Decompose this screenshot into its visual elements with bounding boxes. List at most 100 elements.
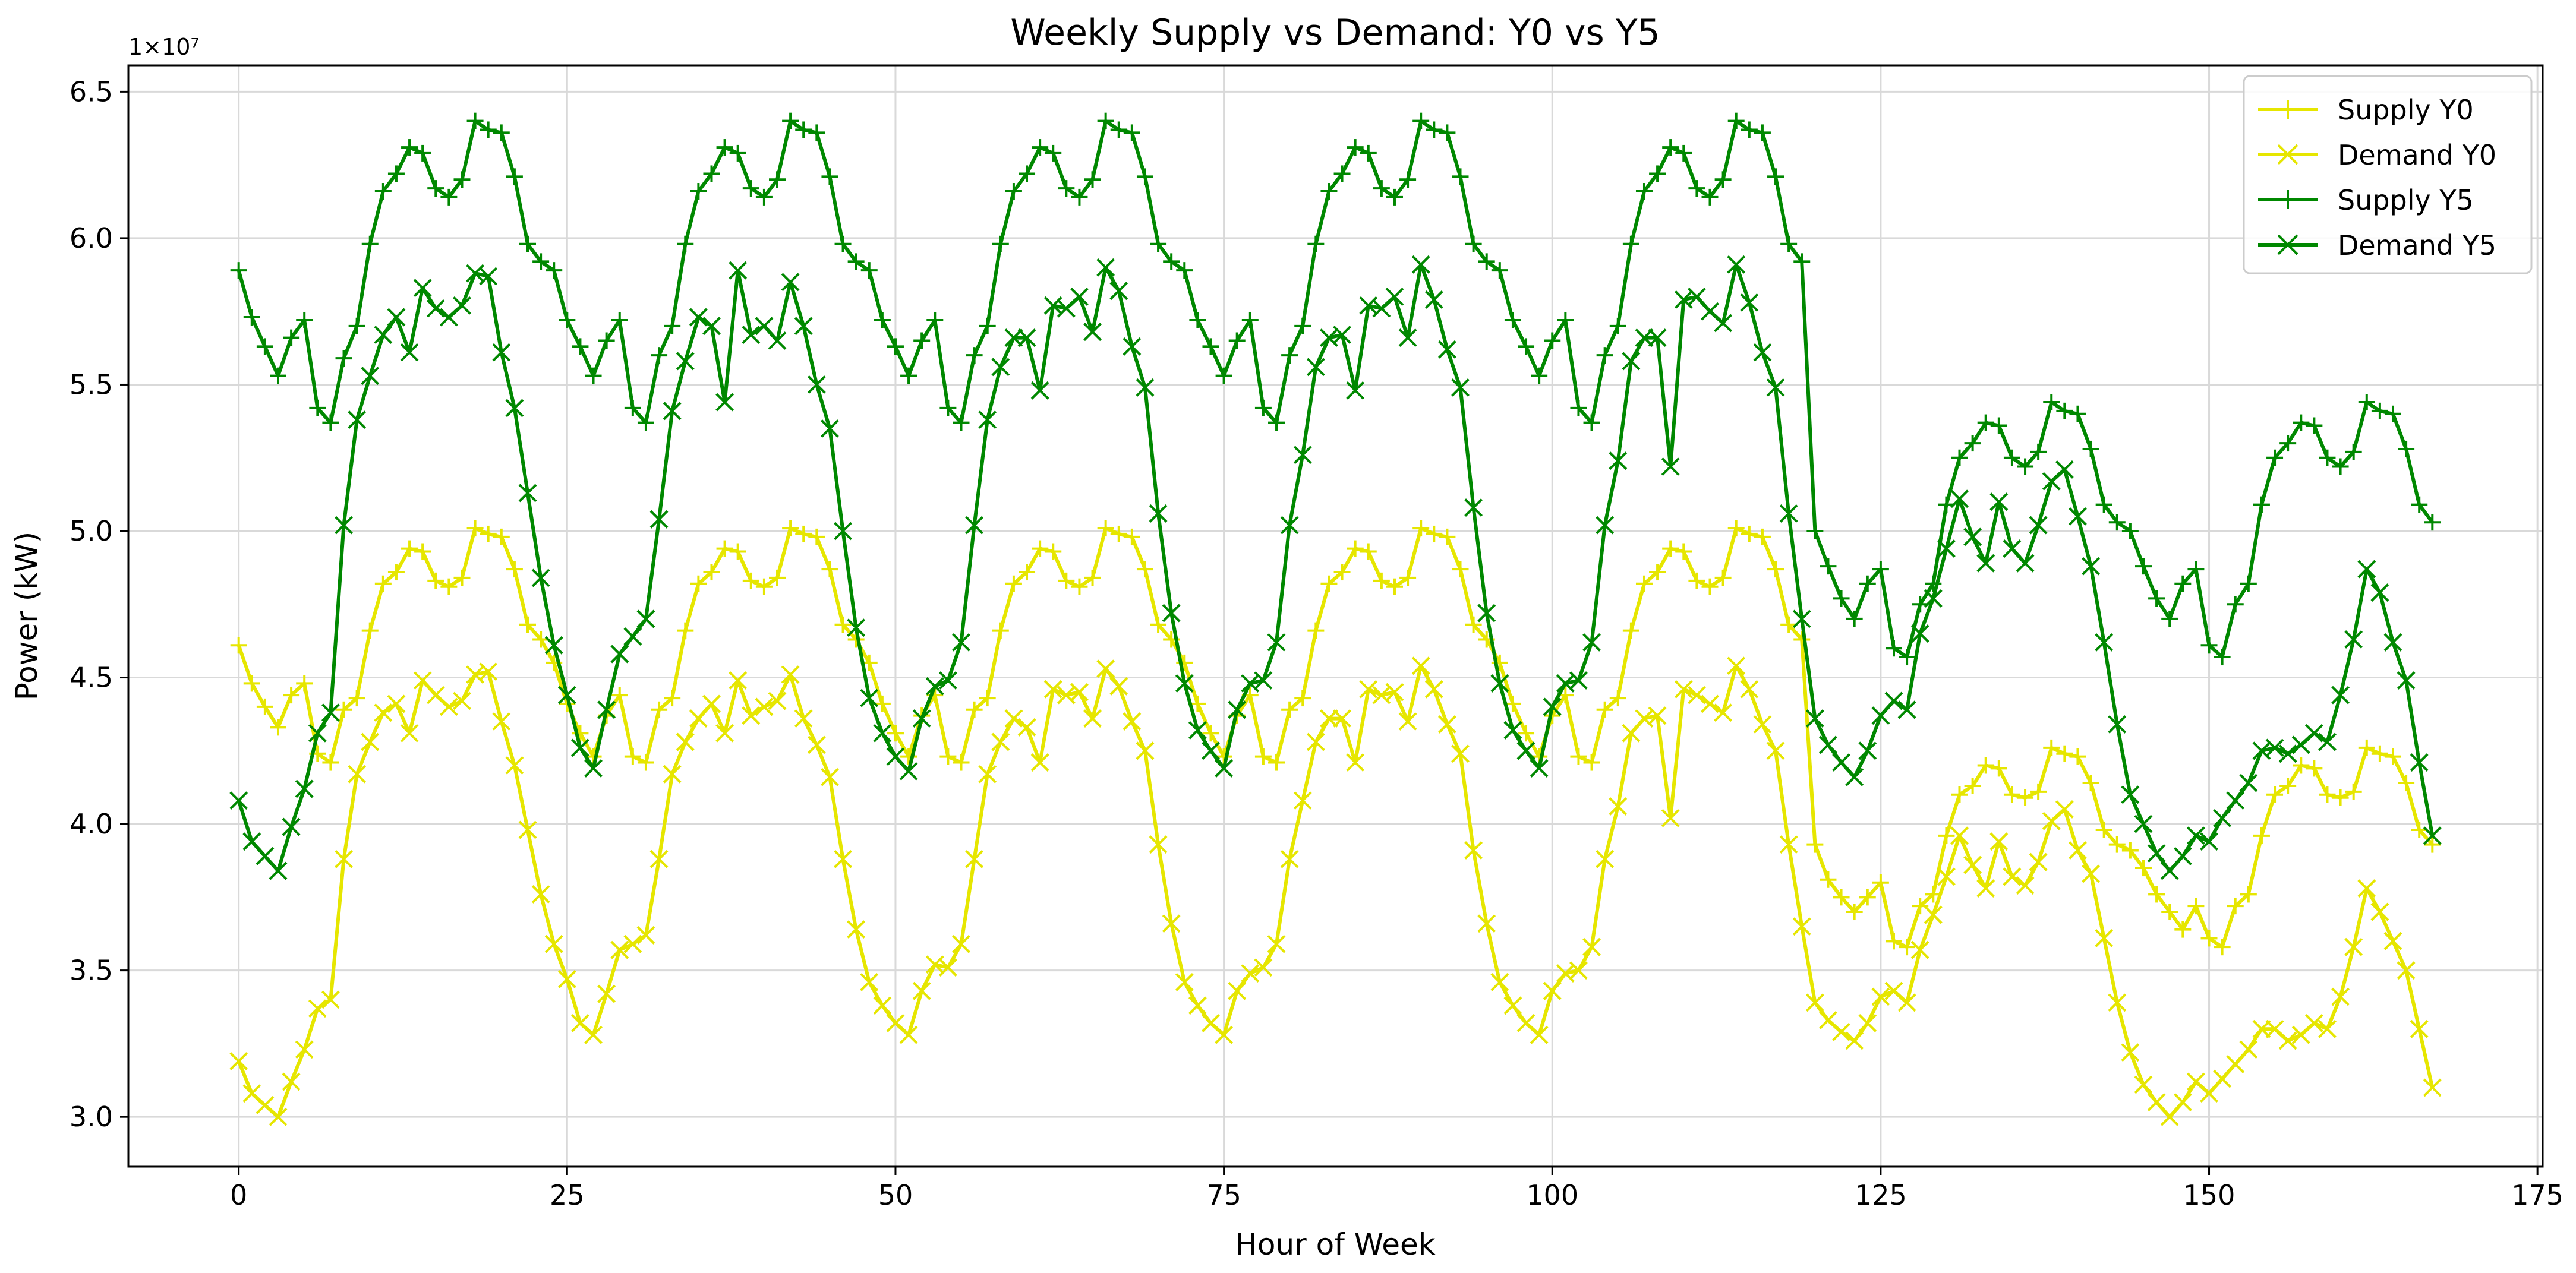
data-point [2160, 1107, 2179, 1126]
data-point [1202, 725, 1219, 742]
data-point [1045, 543, 1062, 560]
data-point [1872, 561, 1889, 578]
data-point [2148, 886, 2165, 903]
data-point [664, 317, 681, 334]
data-point [2226, 1055, 2245, 1073]
data-point [1871, 706, 1890, 725]
data-point [1963, 527, 1982, 547]
data-point [768, 331, 787, 350]
data-point [2318, 1019, 2337, 1038]
data-point [598, 332, 615, 349]
data-point [1412, 520, 1430, 537]
data-point [2226, 791, 2245, 810]
data-point [769, 569, 786, 586]
data-point [1254, 399, 1272, 416]
data-point [1123, 712, 1142, 731]
data-point [1451, 378, 1470, 397]
data-point [480, 525, 497, 542]
data-point [2016, 876, 2035, 895]
data-point [492, 712, 511, 731]
data-point [2095, 633, 2114, 652]
data-point [1136, 168, 1153, 185]
data-point [1518, 338, 1535, 355]
data-point [1859, 575, 1876, 592]
data-point [322, 754, 339, 771]
data-point [1084, 569, 1101, 586]
data-point [769, 171, 786, 188]
x-tick-label: 0 [230, 1179, 247, 1211]
data-point [2148, 590, 2165, 607]
data-point [1727, 255, 1746, 274]
data-point [663, 765, 682, 784]
data-point [2239, 773, 2258, 792]
data-point [505, 399, 524, 418]
data-point [401, 540, 418, 557]
data-point [1385, 288, 1404, 306]
data-point [2121, 785, 2140, 804]
data-point [2095, 821, 2112, 838]
data-point [1004, 328, 1023, 347]
data-point [2161, 904, 2178, 921]
data-point [649, 510, 669, 529]
data-point [2082, 557, 2100, 576]
data-point [690, 183, 707, 200]
data-point [2121, 1043, 2140, 1062]
data-point [676, 352, 695, 371]
data-point [2121, 842, 2139, 859]
data-point [1424, 290, 1443, 309]
legend-swatch-marker [2277, 144, 2298, 165]
data-point [532, 631, 550, 648]
x-tick-label: 25 [550, 1179, 585, 1211]
data-point [1268, 414, 1285, 431]
data-point [2030, 783, 2047, 800]
data-point [387, 165, 405, 182]
data-point [1753, 343, 1772, 362]
data-point [2397, 961, 2416, 980]
data-point [768, 691, 787, 710]
data-point [2214, 939, 2231, 956]
data-point [2371, 402, 2388, 419]
data-point [1045, 144, 1062, 162]
data-point [1845, 767, 1864, 786]
data-point [690, 575, 707, 592]
data-point [1280, 516, 1299, 535]
data-point [2017, 458, 2034, 475]
data-point [1426, 525, 1443, 542]
data-point [1005, 183, 1022, 200]
data-point [1977, 414, 1994, 431]
data-point [2108, 715, 2127, 734]
data-point [401, 139, 418, 156]
data-point [2253, 827, 2270, 844]
data-point [2147, 844, 2166, 863]
data-point [2410, 753, 2429, 772]
data-point [966, 347, 983, 364]
data-point [2357, 879, 2376, 898]
data-point [1897, 993, 1916, 1012]
data-point [1648, 706, 1667, 725]
data-point [308, 999, 327, 1018]
data-point [624, 399, 641, 416]
data-point [715, 393, 734, 412]
data-point [1754, 528, 1771, 545]
data-point [1110, 525, 1127, 542]
data-point [361, 732, 380, 751]
data-point [2003, 786, 2020, 803]
data-point [1687, 686, 1706, 705]
data-point [229, 791, 248, 810]
data-point [900, 367, 917, 384]
data-point [1096, 258, 1115, 277]
data-point [992, 622, 1009, 639]
data-point [1254, 671, 1273, 690]
data-point [1320, 575, 1338, 592]
data-point [1622, 235, 1639, 252]
data-point [2108, 514, 2126, 531]
data-point [374, 326, 393, 345]
data-point [1832, 1022, 1850, 1041]
data-point [715, 724, 734, 743]
data-point [2069, 841, 2087, 860]
data-point [2266, 449, 2284, 466]
data-point [2383, 931, 2402, 950]
data-point [821, 419, 839, 438]
data-point [348, 317, 365, 334]
data-point [808, 124, 825, 141]
